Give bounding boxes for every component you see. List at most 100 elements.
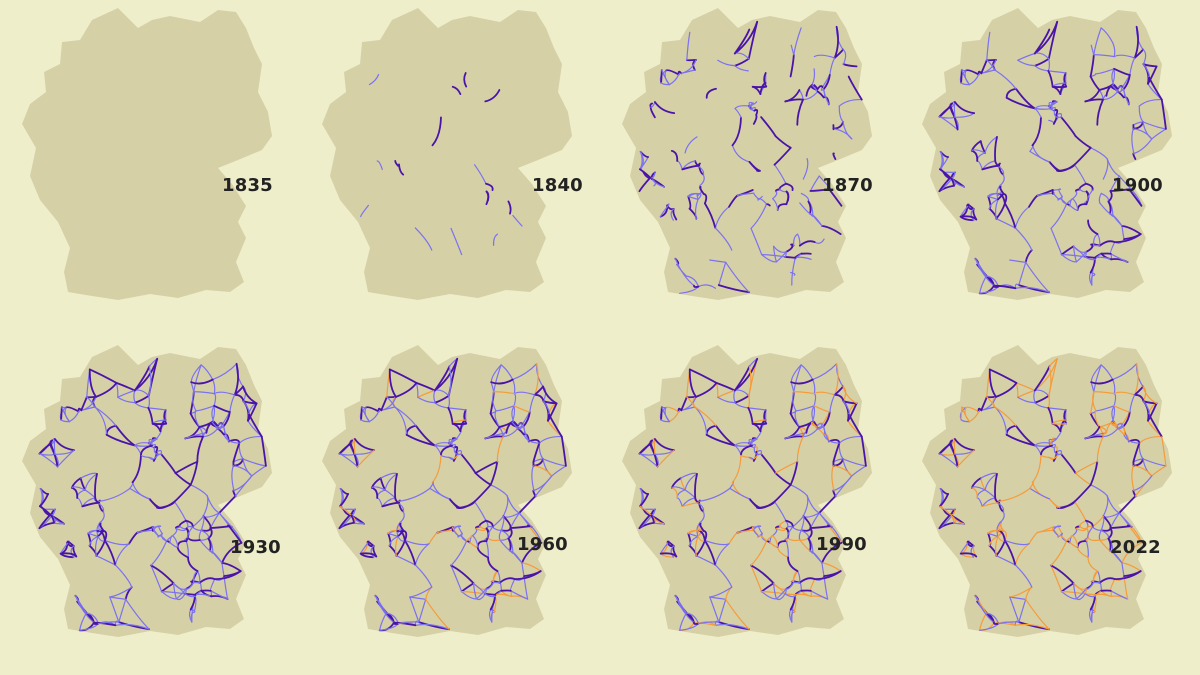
map-panel-2022: 2022	[900, 337, 1200, 674]
closed-rail-line	[813, 405, 831, 413]
branch-rail-line	[1047, 407, 1067, 411]
branch-rail-line	[68, 410, 80, 423]
closed-rail-line	[534, 363, 539, 396]
branch-rail-line	[450, 564, 463, 593]
branch-rail-line	[1112, 363, 1138, 381]
branch-rail-line	[1098, 192, 1102, 204]
branch-rail-line	[793, 364, 802, 393]
closed-rail-line	[1094, 593, 1112, 597]
main-rail-line	[233, 393, 245, 402]
branch-rail-line	[1090, 147, 1108, 160]
branch-rail-line	[484, 593, 496, 598]
main-rail-line	[460, 453, 477, 474]
main-rail-line	[174, 472, 192, 486]
closed-rail-line	[1074, 472, 1092, 486]
branch-rail-line	[1113, 54, 1136, 59]
branch-rail-line	[795, 405, 815, 412]
main-rail-line	[49, 443, 59, 468]
main-rail-line	[173, 483, 192, 503]
branch-rail-line	[785, 540, 789, 558]
branch-rail-line	[750, 102, 754, 110]
main-rail-line	[949, 443, 959, 468]
main-rail-line	[694, 473, 698, 499]
closed-rail-line	[989, 535, 999, 547]
branch-rail-line	[979, 275, 987, 294]
branch-rail-line	[492, 391, 497, 412]
closed-rail-line	[417, 389, 436, 398]
main-rail-line	[938, 439, 953, 455]
main-rail-line	[54, 438, 76, 451]
branch-rail-line	[997, 502, 1005, 513]
main-rail-line	[79, 477, 86, 491]
branch-rail-line	[1034, 105, 1051, 110]
main-rail-line	[134, 394, 150, 404]
main-rail-line	[733, 28, 751, 55]
branch-rail-line	[475, 588, 487, 600]
main-rail-line	[734, 394, 750, 404]
main-rail-line	[999, 186, 1005, 195]
branch-rail-line	[492, 233, 499, 246]
rail-network	[338, 357, 567, 632]
branch-rail-line	[185, 540, 189, 558]
main-rail-line	[487, 556, 499, 572]
closed-rail-line	[1087, 537, 1101, 542]
branch-rail-line	[981, 497, 996, 507]
branch-rail-line	[472, 535, 479, 548]
branch-rail-line	[1142, 121, 1167, 130]
main-rail-line	[966, 203, 975, 210]
branch-rail-line	[1075, 251, 1087, 263]
branch-rail-line	[1111, 405, 1116, 423]
branch-rail-line	[232, 465, 253, 477]
branch-rail-line	[409, 586, 433, 598]
closed-rail-line	[1057, 534, 1068, 542]
closed-rail-line	[1131, 465, 1135, 492]
branch-rail-line	[833, 475, 853, 492]
branch-rail-line	[115, 382, 119, 398]
branch-rail-line	[670, 208, 675, 221]
main-rail-line	[959, 215, 978, 221]
branch-rail-line	[433, 389, 436, 404]
branch-rail-line	[1094, 256, 1112, 260]
main-rail-line	[115, 424, 136, 447]
closed-rail-line	[774, 461, 798, 474]
branch-rail-line	[202, 427, 219, 438]
branch-rail-line	[395, 555, 416, 566]
branch-rail-line	[717, 59, 736, 67]
branch-rail-line	[118, 598, 127, 623]
closed-rail-line	[1138, 435, 1163, 444]
main-rail-line	[1118, 495, 1137, 514]
closed-rail-line	[466, 535, 474, 542]
branch-rail-line	[1116, 425, 1125, 430]
main-rail-line	[798, 577, 816, 584]
branch-rail-line	[473, 164, 487, 185]
main-rail-line	[489, 595, 496, 611]
branch-rail-line	[980, 69, 996, 74]
branch-rail-line	[1085, 540, 1089, 558]
branch-rail-line	[404, 539, 430, 546]
main-rail-line	[988, 368, 997, 398]
branch-rail-line	[212, 379, 216, 395]
main-rail-line	[981, 164, 999, 171]
branch-rail-line	[117, 389, 136, 398]
branch-rail-line	[1118, 512, 1133, 528]
main-rail-line	[388, 368, 397, 398]
closed-rail-line	[1093, 391, 1115, 395]
closed-rail-line	[513, 405, 531, 413]
branch-rail-line	[1151, 128, 1167, 140]
main-rail-line	[704, 202, 717, 229]
branch-rail-line	[1138, 98, 1163, 107]
germany-land-shape	[622, 8, 872, 300]
branch-rail-line	[414, 227, 433, 251]
main-rail-line	[1089, 53, 1095, 78]
branch-rail-line	[747, 407, 767, 411]
branch-rail-line	[938, 453, 959, 468]
branch-rail-line	[802, 427, 819, 438]
main-rail-line	[394, 473, 398, 499]
branch-rail-line	[538, 435, 563, 444]
main-rail-line	[747, 407, 754, 425]
main-rail-line	[748, 498, 761, 509]
main-rail-line	[763, 409, 768, 425]
branch-rail-line	[450, 540, 468, 566]
main-rail-line	[760, 116, 777, 137]
branch-rail-line	[714, 623, 750, 630]
